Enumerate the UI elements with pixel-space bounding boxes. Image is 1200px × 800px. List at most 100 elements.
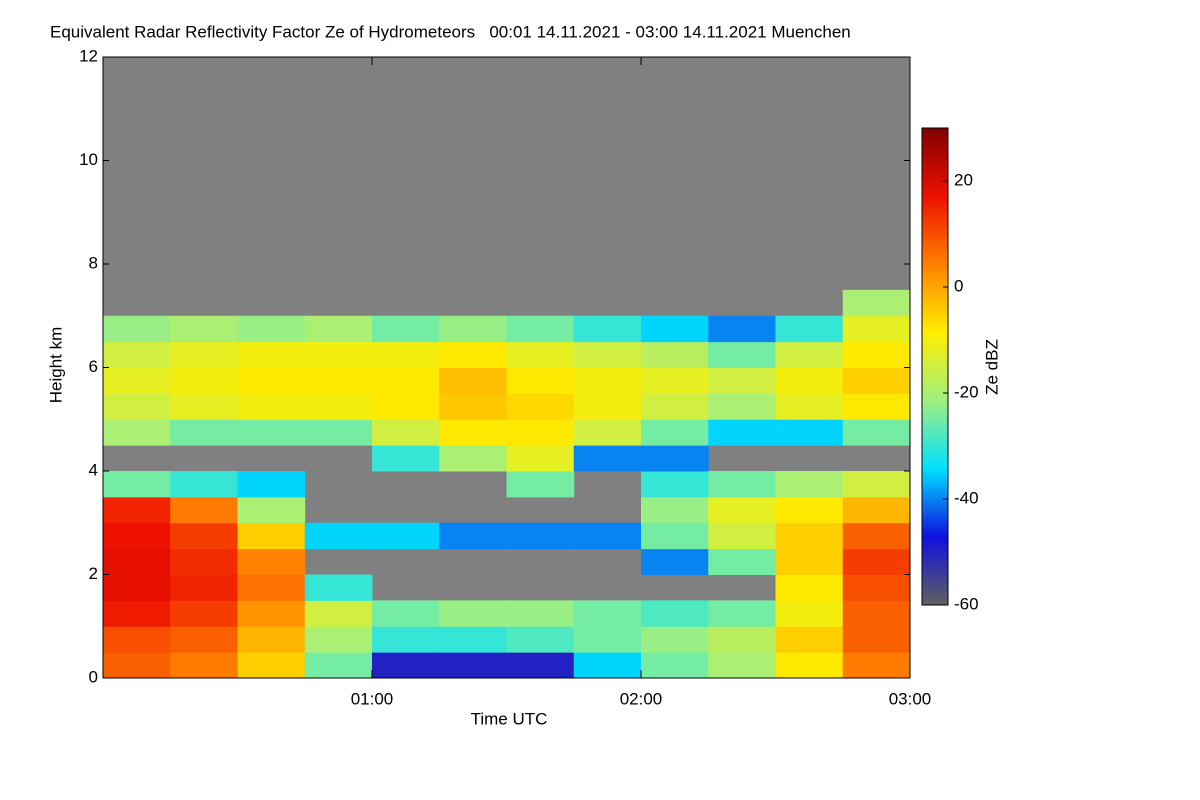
heatmap-cell: [775, 652, 844, 679]
heatmap-cell: [842, 574, 911, 601]
heatmap-cell: [506, 445, 575, 472]
heatmap-cell: [304, 419, 373, 446]
heatmap-cell: [708, 626, 776, 653]
heatmap-cell: [170, 393, 238, 420]
heatmap-cell: [641, 393, 709, 420]
heatmap-cell: [506, 341, 575, 368]
heatmap-cell: [641, 419, 709, 446]
colorbar-tick-label: 0: [954, 276, 963, 295]
heatmap-cell: [775, 367, 844, 394]
heatmap-cell: [708, 522, 776, 550]
colorbar-tick-label: -20: [954, 382, 979, 401]
heatmap-cell: [103, 496, 171, 524]
heatmap-cell: [573, 315, 642, 343]
heatmap-cell: [170, 548, 238, 575]
heatmap-cell: [372, 367, 440, 394]
heatmap-cell: [842, 419, 911, 446]
heatmap-cell: [842, 548, 911, 575]
heatmap-cell: [842, 315, 911, 343]
heatmap-cell: [304, 652, 373, 679]
heatmap-cell: [237, 496, 306, 524]
heatmap-cell: [439, 652, 507, 679]
heatmap-cell: [372, 626, 440, 653]
heatmap-cell: [304, 315, 373, 343]
heatmap-cell: [708, 652, 776, 679]
heatmap-cell: [439, 419, 507, 446]
heatmap-cell: [304, 574, 373, 601]
heatmap-cell: [372, 315, 440, 343]
heatmap-cell: [641, 471, 709, 498]
heatmap-cell: [641, 496, 709, 524]
y-tick-label: 12: [79, 46, 98, 65]
heatmap-cell: [641, 341, 709, 368]
heatmap-cell: [304, 600, 373, 627]
heatmap-cell: [775, 522, 844, 550]
heatmap-cell: [842, 600, 911, 627]
heatmap-cell: [103, 522, 171, 550]
heatmap-cell: [842, 652, 911, 679]
x-tick-label: 01:00: [351, 689, 394, 708]
heatmap-cell: [842, 341, 911, 368]
heatmap-cell: [439, 341, 507, 368]
heatmap-cell: [775, 548, 844, 575]
x-tick-label: 03:00: [889, 689, 932, 708]
heatmap-cell: [708, 341, 776, 368]
heatmap-cell: [439, 600, 507, 627]
heatmap-cell: [842, 471, 911, 498]
heatmap-cell: [103, 315, 171, 343]
heatmap-cell: [439, 626, 507, 653]
heatmap-cell: [170, 315, 238, 343]
y-tick-label: 4: [89, 460, 98, 479]
heatmap-cell: [372, 419, 440, 446]
heatmap-cell: [439, 522, 507, 550]
heatmap-cell: [506, 367, 575, 394]
heatmap-cell: [775, 574, 844, 601]
heatmap-cell: [573, 600, 642, 627]
x-tick-label: 02:00: [620, 689, 663, 708]
y-tick-label: 2: [89, 564, 98, 583]
heatmap-cell: [775, 419, 844, 446]
heatmap-cell: [372, 522, 440, 550]
heatmap-cell: [170, 367, 238, 394]
heatmap-cell: [573, 652, 642, 679]
heatmap-cell: [237, 652, 306, 679]
y-axis-label: Height km: [46, 327, 65, 404]
heatmap-cell: [775, 471, 844, 498]
heatmap-cell: [506, 652, 575, 679]
x-axis-label: Time UTC: [471, 709, 548, 728]
heatmap-cell: [304, 341, 373, 368]
heatmap-cell: [641, 548, 709, 575]
heatmap-cell: [103, 393, 171, 420]
heatmap-cell: [573, 522, 642, 550]
heatmap-cell: [170, 341, 238, 368]
heatmap-cell: [170, 419, 238, 446]
heatmap-cell: [708, 367, 776, 394]
heatmap-cell: [842, 626, 911, 653]
heatmap-cell: [708, 315, 776, 343]
heatmap-cell: [573, 341, 642, 368]
heatmap-cell: [641, 315, 709, 343]
y-tick-label: 8: [89, 253, 98, 272]
colorbar-tick-label: -60: [954, 594, 979, 613]
heatmap-cell: [775, 496, 844, 524]
heatmap-cell: [237, 315, 306, 343]
heatmap-cell: [506, 393, 575, 420]
heatmap-cell: [170, 496, 238, 524]
heatmap-cell: [506, 626, 575, 653]
heatmap-cell: [103, 574, 171, 601]
heatmap-cell: [439, 315, 507, 343]
heatmap-cell: [170, 652, 238, 679]
heatmap-cell: [708, 548, 776, 575]
heatmap-cell: [573, 445, 642, 472]
heatmap-cell: [708, 471, 776, 498]
heatmap-cell: [372, 341, 440, 368]
heatmap-cell: [641, 367, 709, 394]
heatmap-cell: [573, 626, 642, 653]
heatmap-cell: [573, 367, 642, 394]
heatmap-cell: [842, 496, 911, 524]
heatmap-cell: [506, 522, 575, 550]
heatmap-cell: [103, 341, 171, 368]
colorbar: [921, 127, 949, 606]
heatmap-cell: [506, 600, 575, 627]
